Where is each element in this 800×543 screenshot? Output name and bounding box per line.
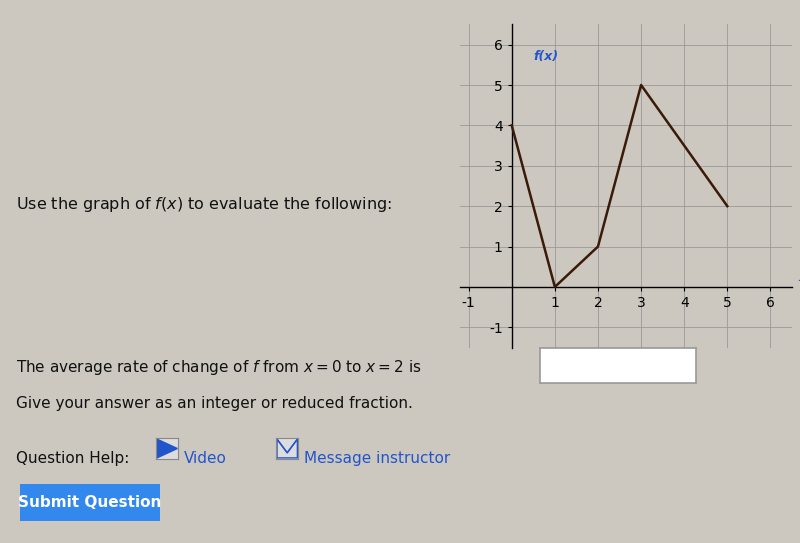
Text: Question Help:: Question Help:	[16, 451, 130, 466]
Polygon shape	[157, 439, 178, 458]
Text: Submit Question: Submit Question	[18, 495, 162, 510]
Text: f(x): f(x)	[533, 50, 558, 64]
Text: The average rate of change of $f$ from $x = 0$ to $x = 2$ is: The average rate of change of $f$ from $…	[16, 358, 422, 377]
Text: x: x	[798, 270, 800, 283]
Text: Video: Video	[184, 451, 227, 466]
Text: Use the graph of $f(x)$ to evaluate the following:: Use the graph of $f(x)$ to evaluate the …	[16, 195, 392, 214]
Text: Message instructor: Message instructor	[304, 451, 450, 466]
Text: Give your answer as an integer or reduced fraction.: Give your answer as an integer or reduce…	[16, 396, 413, 412]
